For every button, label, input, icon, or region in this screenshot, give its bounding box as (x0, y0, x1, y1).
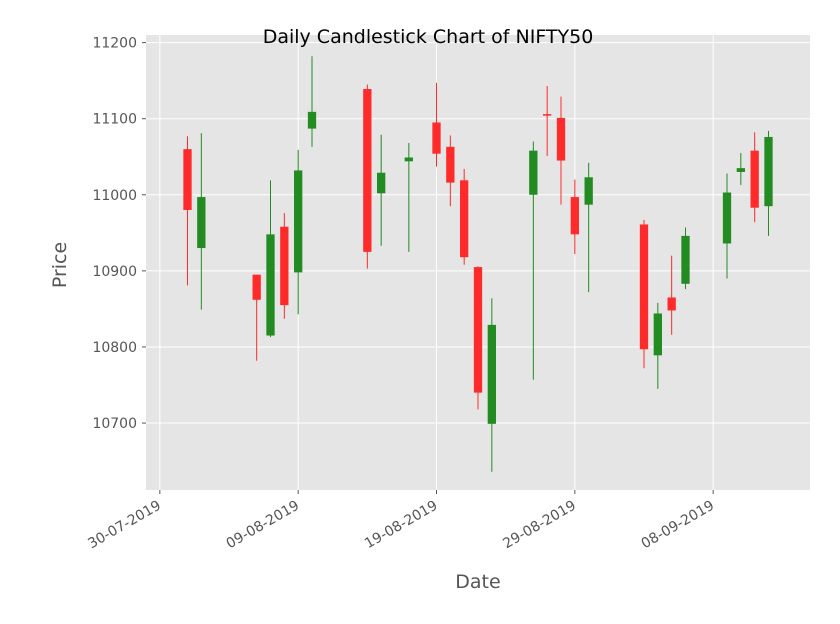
candle-body (432, 122, 441, 154)
x-tick-label: 29-08-2019 (500, 498, 578, 553)
candle-up (681, 227, 690, 290)
candle-down (667, 255, 676, 335)
candle-up (294, 149, 303, 315)
candle-down (432, 82, 441, 167)
candle-body (266, 234, 275, 336)
candle-body (556, 117, 566, 161)
candle-body (653, 313, 662, 356)
candle-body (377, 172, 386, 194)
candle-up (764, 130, 773, 236)
candle-up (653, 302, 662, 389)
candle-down (543, 85, 552, 156)
y-tick-label: 11200 (92, 36, 137, 52)
candle-body (750, 150, 759, 208)
candle-up (404, 143, 413, 252)
x-tick-label: 09-08-2019 (224, 498, 302, 553)
candle-body (294, 170, 303, 273)
candle-body (363, 89, 372, 252)
candle-body (460, 180, 469, 258)
y-tick-label: 10900 (92, 264, 137, 280)
candle-body (543, 114, 552, 116)
candles-layer (183, 56, 773, 472)
candle-down (639, 219, 649, 369)
y-tick-label: 10700 (92, 416, 137, 432)
candle-body (639, 224, 649, 350)
candle-down (460, 168, 469, 265)
candle-up (377, 134, 386, 246)
candle-up (266, 180, 275, 338)
candle-up (529, 141, 538, 380)
candle-body (681, 235, 690, 284)
candle-body (764, 136, 773, 207)
candle-down (363, 84, 372, 269)
candle-body (473, 267, 483, 393)
candle-body (183, 149, 192, 210)
candle-body (487, 324, 496, 424)
plot-background (146, 35, 810, 490)
candle-body (446, 146, 455, 183)
candle-body (529, 150, 538, 195)
y-tick-label: 11000 (92, 188, 137, 204)
x-tick-label: 08-09-2019 (639, 498, 717, 553)
candle-body (404, 157, 413, 162)
candle-down (556, 96, 566, 205)
y-tick-label: 11100 (92, 112, 137, 128)
candle-body (584, 177, 593, 205)
candle-body (197, 197, 206, 249)
x-tick-label: 19-08-2019 (362, 498, 440, 553)
candle-down (570, 179, 579, 255)
candle-body (570, 197, 579, 235)
y-axis-label: Price (49, 242, 71, 288)
candle-body (280, 226, 289, 306)
candle-body (307, 111, 317, 129)
candle-down (446, 135, 455, 207)
chart-title: Daily Candlestick Chart of NIFTY50 (263, 26, 594, 48)
candle-down (280, 213, 289, 319)
candle-up (722, 173, 732, 279)
candle-up (487, 298, 496, 472)
candle-up (307, 56, 317, 147)
candle-body (667, 297, 676, 311)
candle-down (750, 132, 759, 223)
candle-body (736, 168, 745, 172)
candle-body (252, 274, 261, 300)
y-tick-label: 10800 (92, 340, 137, 356)
plot-area (146, 35, 810, 490)
candle-down (252, 274, 261, 361)
candle-body (722, 192, 732, 244)
x-axis-label: Date (455, 571, 500, 593)
candle-up (197, 133, 206, 310)
x-tick-label: 30-07-2019 (85, 498, 163, 553)
candle-up (736, 152, 745, 185)
candle-up (584, 162, 593, 293)
candle-down (183, 136, 192, 286)
candle-down (473, 266, 483, 410)
